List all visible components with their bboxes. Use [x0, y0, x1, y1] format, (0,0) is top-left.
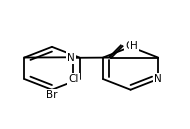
Text: N: N [67, 53, 75, 63]
Text: Cl: Cl [68, 74, 79, 84]
Text: Br: Br [46, 90, 58, 100]
Text: N: N [154, 74, 162, 84]
Text: H: H [130, 41, 138, 51]
Text: O: O [125, 41, 134, 51]
